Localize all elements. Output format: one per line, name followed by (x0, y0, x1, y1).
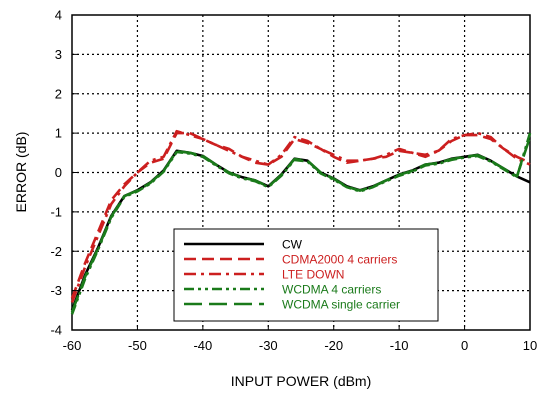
y-tick-label: 1 (55, 126, 62, 141)
x-tick-label: -30 (259, 338, 278, 353)
series-layer (70, 129, 532, 315)
legend-label-4: WCDMA single carrier (282, 298, 400, 312)
legend-label-2: LTE DOWN (282, 268, 344, 282)
x-tick-label: 0 (461, 338, 468, 353)
legend-label-3: WCDMA 4 carriers (282, 283, 381, 297)
y-tick-label: 2 (55, 86, 62, 101)
y-tick-label: -3 (50, 283, 62, 298)
x-tick-label: 10 (523, 338, 537, 353)
legend-label-1: CDMA2000 4 carriers (282, 253, 397, 267)
y-tick-label: 3 (55, 47, 62, 62)
x-tick-label: -20 (324, 338, 343, 353)
series-line-1 (70, 131, 531, 299)
series-line-4 (70, 136, 532, 313)
x-tick-label: -40 (193, 338, 212, 353)
series-line-2 (70, 129, 531, 303)
legend-label-0: CW (282, 238, 303, 252)
y-tick-label: -4 (50, 323, 62, 338)
y-axis-label: ERROR (dB) (13, 132, 29, 213)
y-tick-label: -2 (50, 244, 62, 259)
grid-lines (72, 15, 530, 330)
x-tick-label: -60 (63, 338, 82, 353)
x-axis-label: INPUT POWER (dBm) (231, 373, 372, 389)
x-tick-label: -50 (128, 338, 147, 353)
x-tick-label: -10 (390, 338, 409, 353)
y-tick-label: 0 (55, 165, 62, 180)
y-tick-label: -1 (50, 204, 62, 219)
y-tick-label: 4 (55, 8, 62, 23)
